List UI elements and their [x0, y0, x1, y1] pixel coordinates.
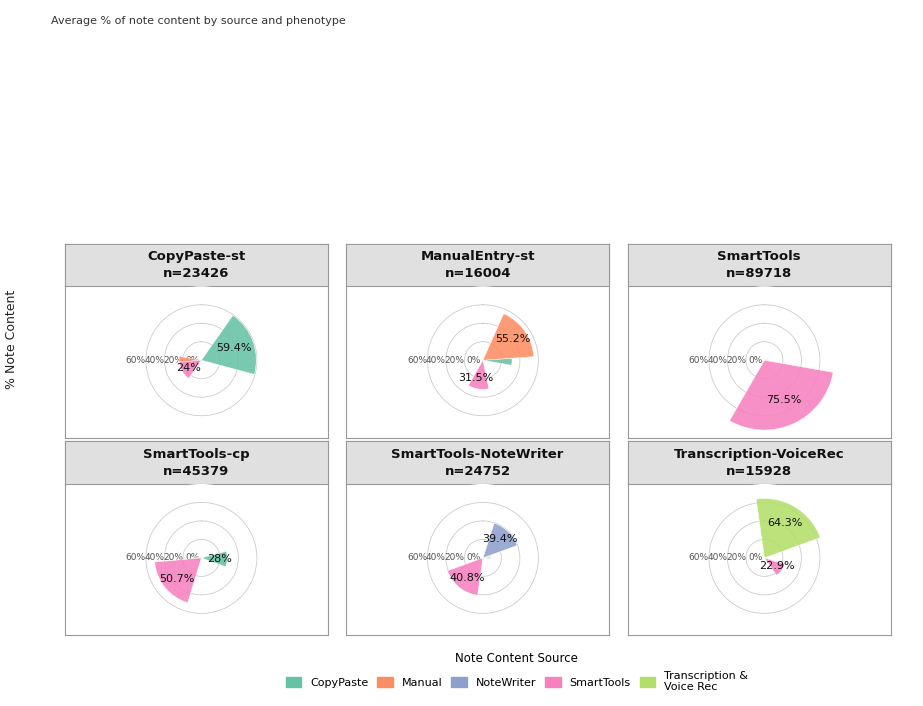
Text: Average % of note content by source and phenotype: Average % of note content by source and … — [51, 16, 345, 25]
Bar — [756, 498, 821, 558]
Text: % Note Content: % Note Content — [5, 289, 18, 388]
Text: 24%: 24% — [176, 363, 201, 373]
Text: 31.5%: 31.5% — [458, 373, 493, 383]
Text: 40%: 40% — [707, 554, 727, 563]
Text: 0%: 0% — [749, 554, 762, 563]
Text: SmartTools-NoteWriter
n=24752: SmartTools-NoteWriter n=24752 — [391, 448, 564, 477]
Bar — [483, 358, 512, 365]
Text: 20%: 20% — [163, 554, 183, 563]
Bar — [483, 523, 517, 558]
Bar — [201, 551, 227, 567]
Text: 60%: 60% — [126, 356, 146, 365]
Text: 40%: 40% — [426, 356, 446, 365]
Text: 60%: 60% — [689, 554, 709, 563]
Text: ManualEntry-st
n=16004: ManualEntry-st n=16004 — [420, 250, 535, 280]
Bar — [201, 316, 257, 374]
Text: 20%: 20% — [726, 554, 746, 563]
Text: 0%: 0% — [186, 554, 199, 563]
Text: 39.4%: 39.4% — [482, 534, 518, 544]
Text: 64.3%: 64.3% — [768, 518, 803, 528]
Bar — [764, 556, 769, 558]
Bar — [764, 359, 769, 360]
Text: 0%: 0% — [749, 356, 762, 365]
Bar — [483, 313, 533, 360]
Text: 55.2%: 55.2% — [496, 334, 531, 344]
Text: 28%: 28% — [208, 554, 233, 564]
Bar — [155, 558, 201, 603]
Text: 60%: 60% — [407, 356, 427, 365]
Bar — [194, 556, 201, 558]
Text: SmartTools
n=89718: SmartTools n=89718 — [717, 250, 801, 280]
Text: CopyPaste-st
n=23426: CopyPaste-st n=23426 — [147, 250, 246, 280]
Text: 60%: 60% — [126, 554, 146, 563]
Bar — [179, 357, 201, 362]
Text: SmartTools-cp
n=45379: SmartTools-cp n=45379 — [143, 448, 249, 477]
Text: 0%: 0% — [186, 356, 199, 365]
Text: 60%: 60% — [689, 356, 709, 365]
Bar — [764, 558, 785, 575]
Bar — [483, 556, 490, 558]
Text: 20%: 20% — [445, 356, 464, 365]
Text: 20%: 20% — [445, 554, 464, 563]
Text: 40.8%: 40.8% — [450, 573, 485, 582]
Text: 22.9%: 22.9% — [759, 561, 795, 571]
Text: Transcription-VoiceRec
n=15928: Transcription-VoiceRec n=15928 — [674, 448, 845, 477]
Text: 50.7%: 50.7% — [160, 574, 195, 584]
Text: 20%: 20% — [163, 356, 183, 365]
Text: 40%: 40% — [144, 356, 164, 365]
Text: 0%: 0% — [467, 554, 481, 563]
Text: 60%: 60% — [407, 554, 427, 563]
Bar — [448, 558, 483, 595]
Text: 40%: 40% — [426, 554, 446, 563]
Text: 20%: 20% — [726, 356, 746, 365]
Text: 40%: 40% — [144, 554, 164, 563]
Bar — [179, 360, 201, 378]
Text: 0%: 0% — [467, 356, 481, 365]
Text: 59.4%: 59.4% — [217, 343, 252, 353]
Bar — [729, 360, 833, 430]
Text: 75.5%: 75.5% — [766, 395, 801, 405]
Text: 40%: 40% — [707, 356, 727, 365]
Legend: CopyPaste, Manual, NoteWriter, SmartTools, Transcription &
Voice Rec: CopyPaste, Manual, NoteWriter, SmartTool… — [282, 648, 752, 697]
Bar — [468, 360, 489, 389]
